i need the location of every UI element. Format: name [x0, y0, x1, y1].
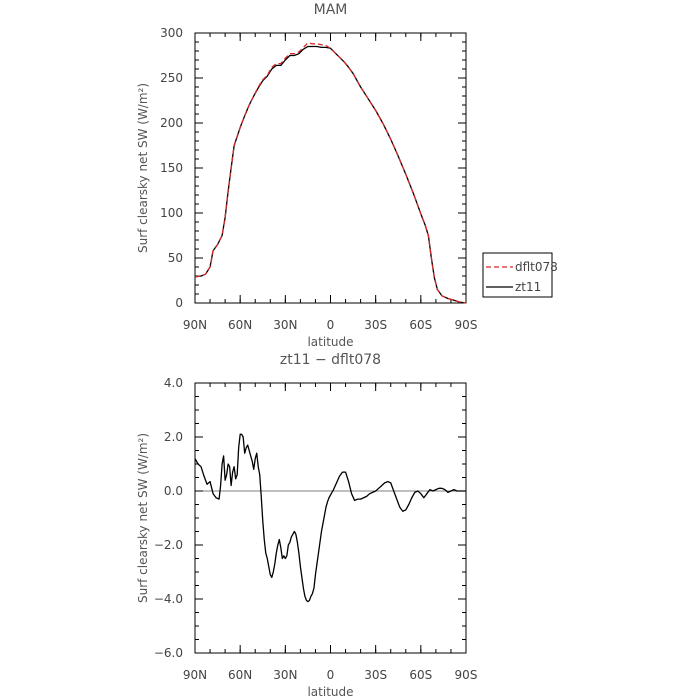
chart-title: MAM	[314, 2, 348, 18]
y-tick-label: −6.0	[154, 646, 183, 660]
legend-label-dflt078: dflt078	[515, 260, 558, 274]
x-tick-label: 90S	[455, 318, 478, 332]
x-tick-label: 90N	[183, 668, 207, 682]
plot-frame	[194, 382, 467, 654]
x-axis-label: latitude	[307, 685, 353, 699]
legend-box	[482, 252, 553, 298]
x-tick-label: 90N	[183, 318, 207, 332]
x-tick-label: 60N	[228, 318, 252, 332]
y-axis-label: Surf clearsky net SW (W/m²)	[136, 433, 150, 603]
y-tick-label: 300	[160, 26, 183, 40]
x-tick-label: 90S	[455, 668, 478, 682]
y-tick-label: 0	[175, 296, 183, 310]
series-line-zt11	[194, 433, 466, 603]
y-tick-label: 150	[160, 161, 183, 175]
x-tick-label: 30S	[364, 318, 387, 332]
y-tick-label: 100	[160, 206, 183, 220]
series-line-dflt078	[194, 42, 467, 304]
y-tick-label: 200	[160, 116, 183, 130]
y-tick-label: 0.0	[164, 484, 183, 498]
y-tick-label: 50	[168, 251, 183, 265]
legend: dflt078 zt11	[482, 252, 558, 298]
x-tick-label: 60N	[228, 668, 252, 682]
y-tick-label: −2.0	[154, 538, 183, 552]
x-tick-label: 0	[327, 318, 335, 332]
x-tick-label: 0	[327, 668, 335, 682]
x-tick-label: 30S	[364, 668, 387, 682]
x-tick-label: 30N	[273, 668, 297, 682]
y-axis-label: Surf clearsky net SW (W/m²)	[136, 83, 150, 253]
panel-2: 90N 60N 30N 0 30S 60S 90S 4.0 2.0 0.0 −2.0 −4.0 −6.0…	[136, 352, 477, 699]
series-line-zt11	[194, 45, 467, 304]
plot-frame	[194, 32, 467, 304]
panel-1: 90N 60N 30N 0 30S 60S 90S 0 50 100 150 200 250 300 MAM…	[136, 2, 558, 349]
x-tick-label: 30N	[273, 318, 297, 332]
y-tick-label: −4.0	[154, 592, 183, 606]
y-tick-label: 250	[160, 71, 183, 85]
y-tick-label: 2.0	[164, 430, 183, 444]
y-tick-label: 4.0	[164, 376, 183, 390]
x-tick-label: 60S	[409, 668, 432, 682]
legend-label-zt11: zt11	[515, 280, 541, 294]
x-axis-label: latitude	[307, 335, 353, 349]
x-tick-label: 60S	[409, 318, 432, 332]
chart-title: zt11 − dflt078	[280, 352, 381, 368]
